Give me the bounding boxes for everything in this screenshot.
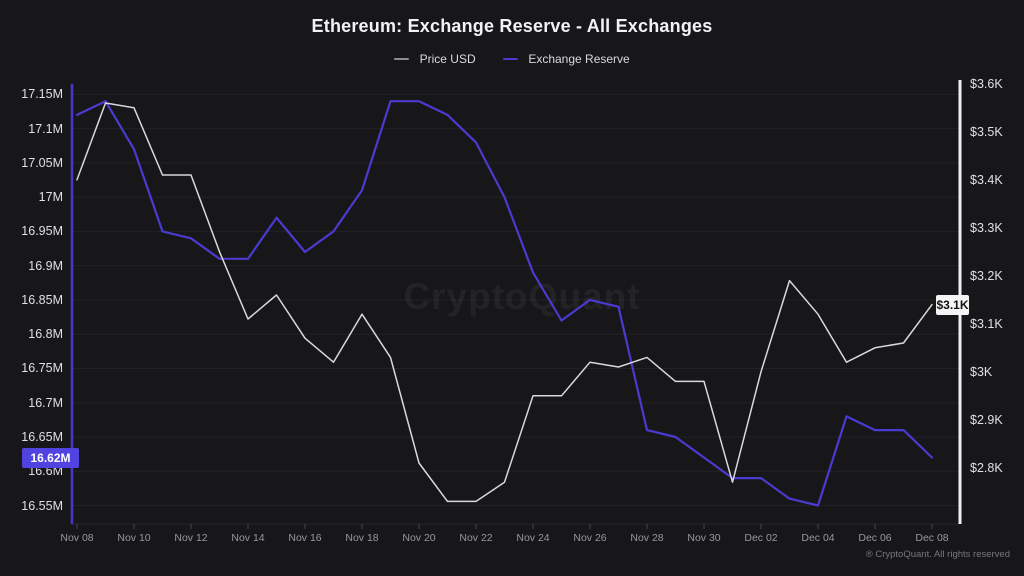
right-axis-tick-label: $3.4K <box>970 172 1003 187</box>
price-current-value-badge: $3.1K <box>936 294 969 315</box>
legend-item-reserve[interactable]: Exchange Reserve <box>502 51 630 66</box>
x-axis-tick-label: Nov 18 <box>345 532 379 544</box>
x-axis-tick-label: Nov 16 <box>288 532 322 544</box>
right-axis-tick-label: $3.6K <box>970 76 1003 91</box>
right-axis-tick-label: $2.9K <box>970 412 1003 427</box>
x-axis-tick-label: Nov 12 <box>174 532 208 544</box>
legend: Price USD Exchange Reserve <box>0 51 1024 66</box>
reserve-current-value-badge: 16.62M <box>22 447 79 468</box>
left-axis-tick-label: 16.8M <box>28 327 63 342</box>
left-axis-tick-label: 16.9M <box>28 258 63 273</box>
reserve-line-swatch-icon <box>502 57 518 60</box>
left-axis-tick-label: 16.95M <box>21 224 63 239</box>
legend-label-reserve: Exchange Reserve <box>528 51 630 66</box>
legend-label-price: Price USD <box>419 51 476 66</box>
left-axis-tick-label: 17.1M <box>28 121 63 136</box>
x-axis-tick-label: Dec 06 <box>858 532 892 544</box>
left-axis-tick-label: 17.15M <box>21 87 63 102</box>
left-axis-tick-label: 16.65M <box>21 429 63 444</box>
left-axis-tick-label: 16.75M <box>21 361 63 376</box>
x-axis-tick-label: Nov 24 <box>516 532 550 544</box>
x-axis-tick-label: Nov 10 <box>117 532 151 544</box>
left-axis-tick-label: 16.7M <box>28 395 63 410</box>
x-axis-tick-label: Nov 08 <box>60 532 94 544</box>
copyright-footer: ® CryptoQuant. All rights reserved <box>865 549 1010 560</box>
right-axis-tick-label: $3K <box>970 364 993 379</box>
right-axis-tick-label: $3.5K <box>970 124 1003 139</box>
x-axis-tick-label: Nov 14 <box>231 532 265 544</box>
exchange-reserve-line[interactable] <box>75 100 934 507</box>
x-axis-tick-label: Nov 28 <box>630 532 664 544</box>
right-axis-tick-label: $2.8K <box>970 460 1003 475</box>
price-line-swatch-icon <box>394 57 410 60</box>
right-axis-tick-label: $3.2K <box>970 268 1003 283</box>
left-axis-tick-label: 17M <box>38 190 63 205</box>
x-axis-tick-label: Dec 08 <box>915 532 949 544</box>
legend-item-price[interactable]: Price USD <box>394 51 476 66</box>
left-axis-tick-label: 16.85M <box>21 292 63 307</box>
x-axis-tick-label: Nov 26 <box>573 532 607 544</box>
x-axis-tick-label: Nov 20 <box>402 532 436 544</box>
left-axis-tick-label: 17.05M <box>21 155 63 170</box>
chart-title: Ethereum: Exchange Reserve - All Exchang… <box>311 16 713 36</box>
x-axis-tick-label: Dec 04 <box>801 532 835 544</box>
price-usd-line[interactable] <box>76 102 933 503</box>
right-axis-tick-label: $3.3K <box>970 220 1003 235</box>
x-axis-tick-label: Dec 02 <box>744 532 778 544</box>
x-axis-tick-label: Nov 30 <box>687 532 721 544</box>
left-axis-tick-label: 16.6M <box>28 464 63 479</box>
x-axis-tick-label: Nov 22 <box>459 532 493 544</box>
left-axis-tick-label: 16.55M <box>21 498 63 513</box>
right-axis-tick-label: $3.1K <box>970 316 1003 331</box>
